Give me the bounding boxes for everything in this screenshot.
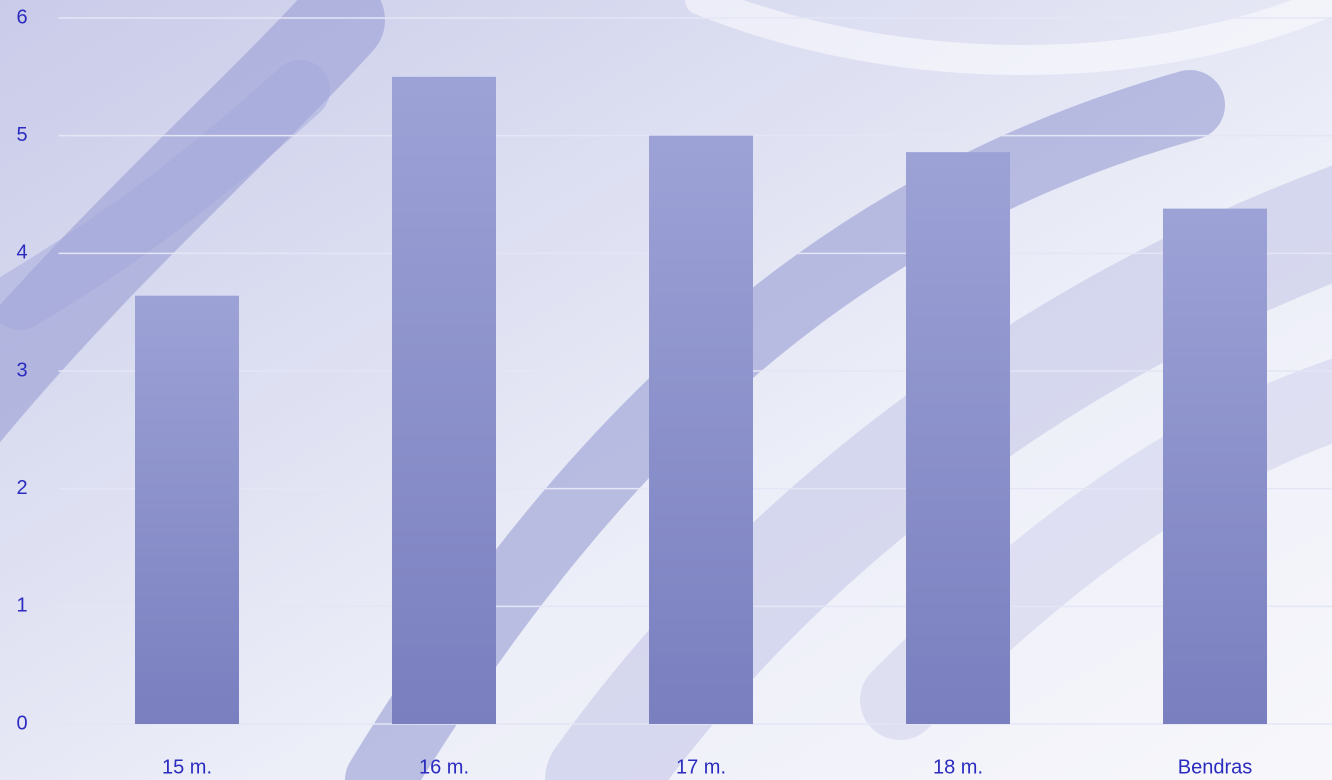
- y-tick-label: 2: [16, 477, 27, 499]
- y-tick-label: 5: [16, 124, 27, 146]
- bar: [135, 295, 239, 724]
- x-tick-label: Bendras: [1178, 756, 1253, 778]
- y-tick-label: 4: [16, 242, 27, 264]
- x-tick-label: 16 m.: [419, 756, 469, 778]
- y-tick-label: 6: [16, 6, 27, 28]
- bar: [392, 76, 496, 725]
- x-tick-label: 18 m.: [933, 756, 983, 778]
- y-tick-label: 1: [16, 595, 27, 617]
- bar: [649, 135, 753, 724]
- x-tick-label: 15 m.: [162, 756, 212, 778]
- bar: [906, 152, 1010, 724]
- bar: [1163, 208, 1267, 724]
- x-tick-label: 17 m.: [676, 756, 726, 778]
- y-tick-label: 3: [16, 359, 27, 381]
- y-tick-label: 0: [16, 712, 27, 734]
